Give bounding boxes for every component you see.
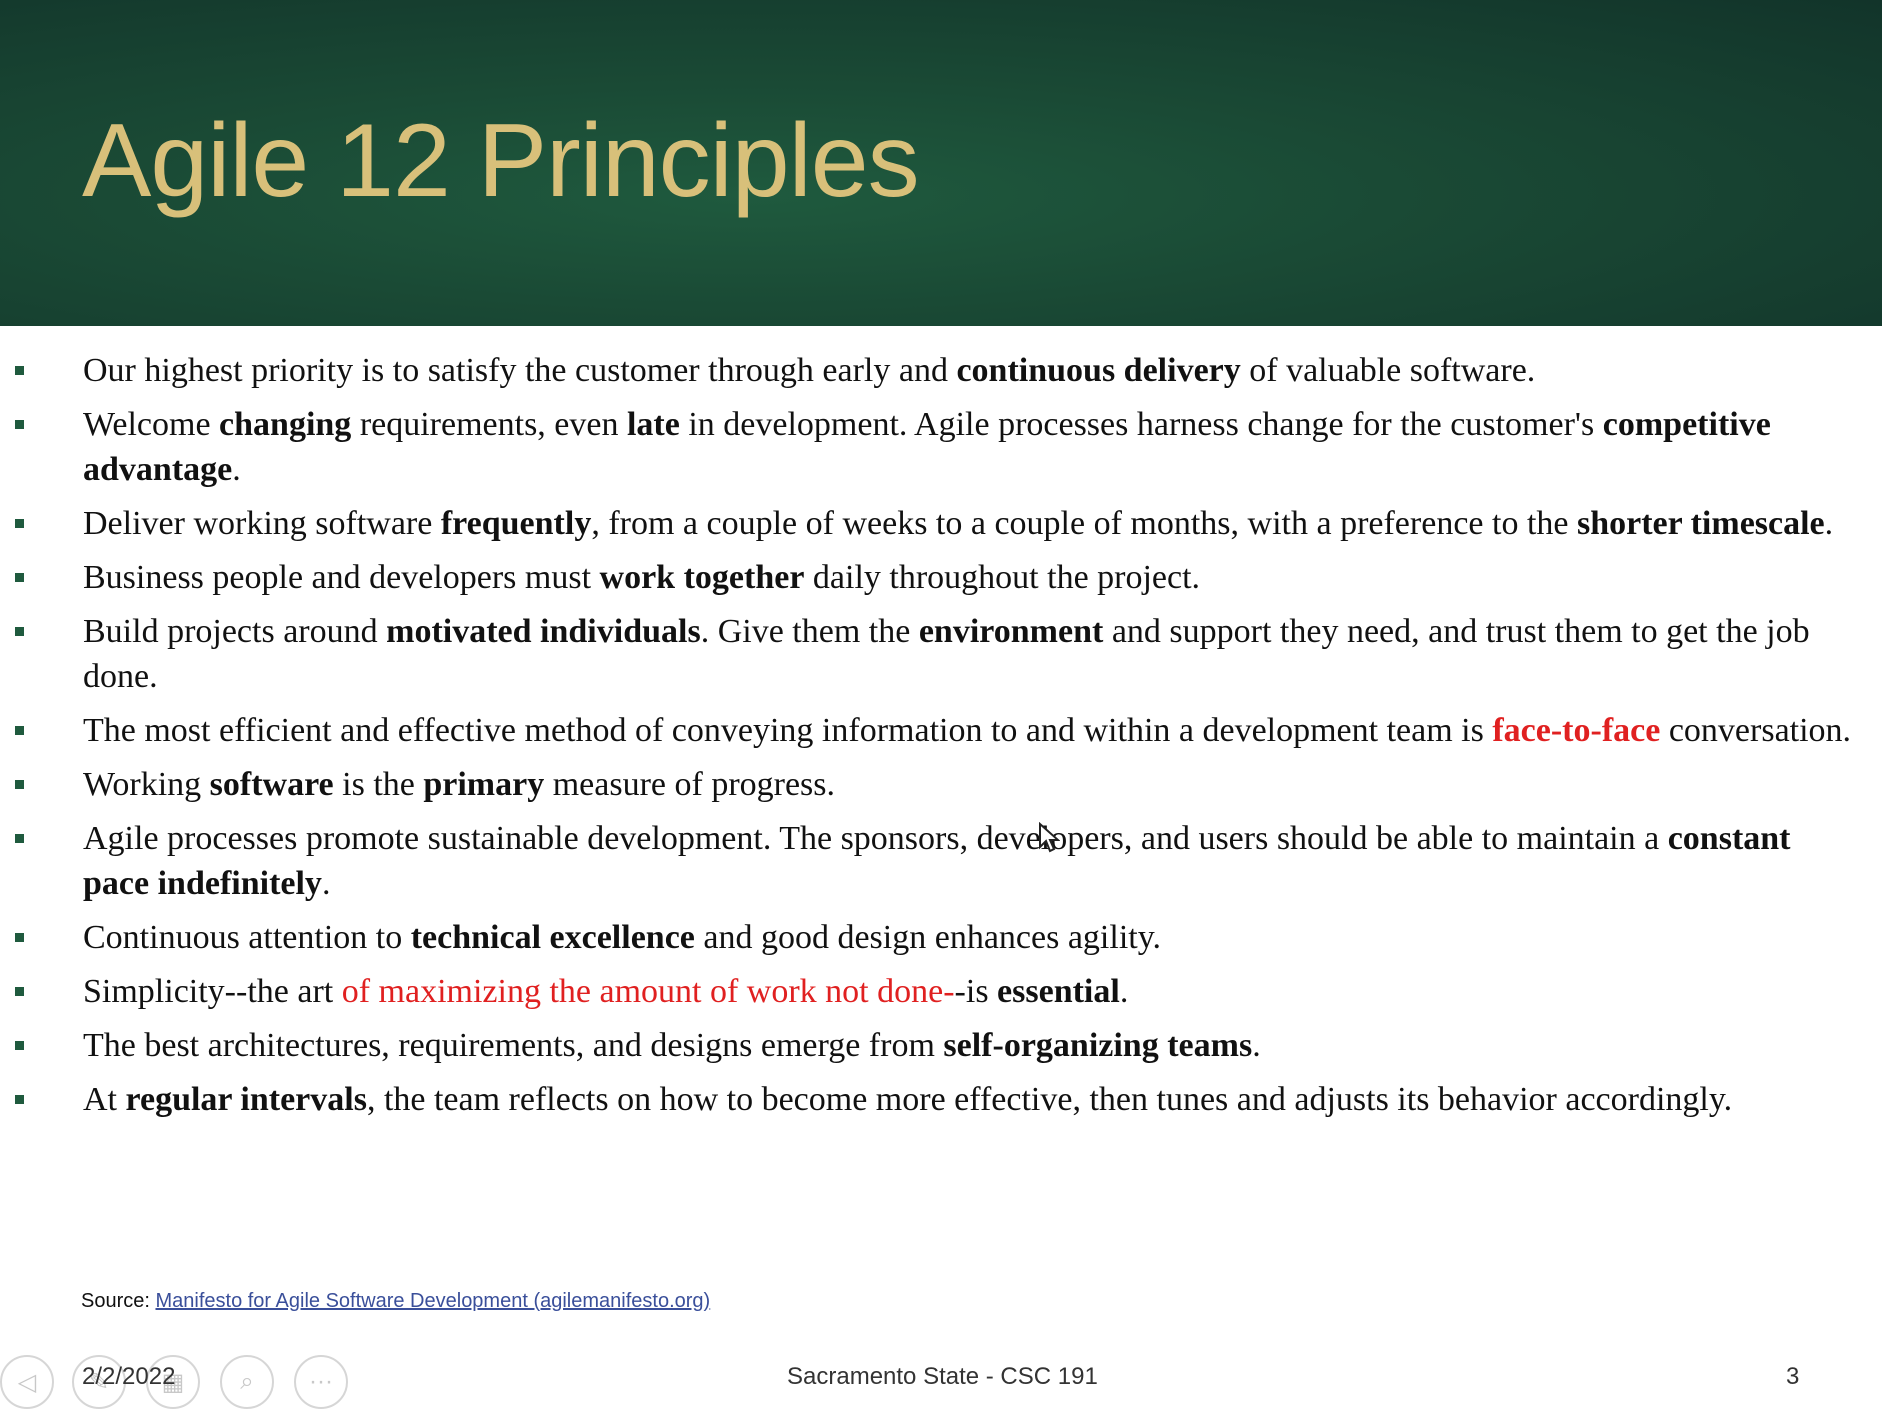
emphasis-text: continuous delivery	[956, 352, 1241, 389]
bullet-square-icon	[15, 834, 24, 843]
emphasis-text: frequently	[440, 505, 592, 542]
emphasis-text: face-to-face	[1492, 712, 1661, 749]
principle-text: Welcome	[83, 406, 220, 443]
slide-footer: ◁ ✎ ▦ ⌕ ··· 2/2/2022 Sacramento State - CSC …	[0, 1355, 1882, 1409]
principle-text: Deliver working software	[83, 505, 441, 542]
bullet-square-icon	[15, 519, 24, 528]
principle-text: daily throughout the project.	[804, 559, 1201, 596]
emphasis-text: essential	[997, 973, 1120, 1010]
principle-item: Deliver working software frequently, fro…	[0, 501, 1882, 546]
principle-text: measure of progress.	[544, 766, 836, 803]
bullet-square-icon	[15, 420, 24, 429]
principle-text: The most efficient and effective method …	[83, 712, 1493, 749]
principle-item: Simplicity--the art of maximizing the am…	[0, 969, 1882, 1014]
bullet-square-icon	[15, 780, 24, 789]
principle-text: .	[1252, 1027, 1261, 1064]
emphasis-text: environment	[918, 613, 1104, 650]
principle-text: Our highest priority is to satisfy the c…	[83, 352, 957, 389]
footer-title: Sacramento State - CSC 191	[787, 1363, 1098, 1390]
emphasis-text: software	[209, 766, 334, 803]
principle-text: , from a couple of weeks to a couple of …	[591, 505, 1577, 542]
source-line: Source: Manifesto for Agile Software Dev…	[81, 1290, 710, 1313]
principle-item: Working software is the primary measure …	[0, 762, 1882, 807]
principle-text: At	[83, 1081, 126, 1118]
bullet-square-icon	[15, 1041, 24, 1050]
principle-text: .	[321, 865, 331, 902]
emphasis-text: competitive advantage	[83, 406, 1771, 488]
bullet-square-icon	[15, 987, 24, 996]
principle-text: is the	[333, 766, 424, 803]
principle-text: requirements, even	[351, 406, 627, 443]
principle-text: Simplicity--the art	[83, 973, 342, 1010]
principle-text: Build projects around	[83, 613, 387, 650]
bullet-square-icon	[15, 726, 24, 735]
principle-text: -is	[954, 973, 998, 1010]
footer-date: 2/2/2022	[82, 1363, 176, 1390]
principle-text: The best architectures, requirements, an…	[83, 1027, 944, 1064]
principle-text: Business people and developers must	[83, 559, 600, 596]
bullet-square-icon	[15, 573, 24, 582]
slide-header: Agile 12 Principles	[0, 0, 1882, 326]
slide-title: Agile 12 Principles	[82, 103, 920, 219]
principle-text: conversation.	[1660, 712, 1852, 749]
emphasis-text: work together	[599, 559, 805, 596]
emphasis-text: shorter timescale	[1576, 505, 1825, 542]
bullet-square-icon	[15, 933, 24, 942]
emphasis-text: constant pace indefinitely	[83, 820, 1791, 902]
emphasis-text: late	[626, 406, 680, 443]
principle-item: Agile processes promote sustainable deve…	[0, 816, 1882, 906]
emphasis-text: changing	[219, 406, 352, 443]
emphasis-text: technical excellence	[410, 919, 695, 956]
emphasis-text: motivated individuals	[386, 613, 701, 650]
principle-text: .	[232, 451, 241, 488]
principles-list: Our highest priority is to satisfy the c…	[0, 348, 1882, 1131]
principle-item: Welcome changing requirements, even late…	[0, 402, 1882, 492]
more-options-icon[interactable]: ···	[294, 1355, 348, 1409]
principle-text: .	[1824, 505, 1834, 542]
principle-item: At regular intervals, the team reflects …	[0, 1077, 1882, 1122]
zoom-icon[interactable]: ⌕	[220, 1355, 274, 1409]
slides-grid-icon[interactable]: ▦	[146, 1355, 200, 1409]
principle-text: of valuable software.	[1240, 352, 1536, 389]
bullet-square-icon	[15, 627, 24, 636]
principle-item: Business people and developers must work…	[0, 555, 1882, 600]
source-link[interactable]: Manifesto for Agile Software Development…	[155, 1290, 711, 1312]
principle-text: in development. Agile processes harness …	[679, 406, 1603, 443]
principle-item: Build projects around motivated individu…	[0, 609, 1882, 699]
principle-text: and good design enhances agility.	[694, 919, 1161, 956]
slide-number: 3	[1786, 1363, 1800, 1390]
principle-text: Working	[83, 766, 210, 803]
emphasis-text: regular intervals	[125, 1081, 367, 1118]
emphasis-text: primary	[423, 766, 545, 803]
principle-text: and support they need, and trust them to…	[83, 613, 1810, 695]
emphasis-text: self-organizing teams	[943, 1027, 1253, 1064]
mouse-cursor-icon	[1039, 822, 1060, 853]
principle-text: Continuous attention to	[83, 919, 411, 956]
previous-slide-icon[interactable]: ◁	[0, 1355, 54, 1409]
principle-text: Agile processes promote sustainable deve…	[83, 820, 1668, 857]
bullet-square-icon	[15, 1095, 24, 1104]
principle-item: The best architectures, requirements, an…	[0, 1023, 1882, 1068]
bullet-square-icon	[15, 366, 24, 375]
principle-item: Continuous attention to technical excell…	[0, 915, 1882, 960]
pen-icon[interactable]: ✎	[72, 1355, 126, 1409]
source-label: Source:	[81, 1290, 156, 1312]
principle-text: .	[1119, 973, 1129, 1010]
principle-text: of maximizing the amount of work not don…	[341, 973, 955, 1010]
principle-text: , the team reflects on how to become mor…	[366, 1081, 1733, 1118]
principle-item: Our highest priority is to satisfy the c…	[0, 348, 1882, 393]
principle-text: . Give them the	[700, 613, 919, 650]
principle-item: The most efficient and effective method …	[0, 708, 1882, 753]
